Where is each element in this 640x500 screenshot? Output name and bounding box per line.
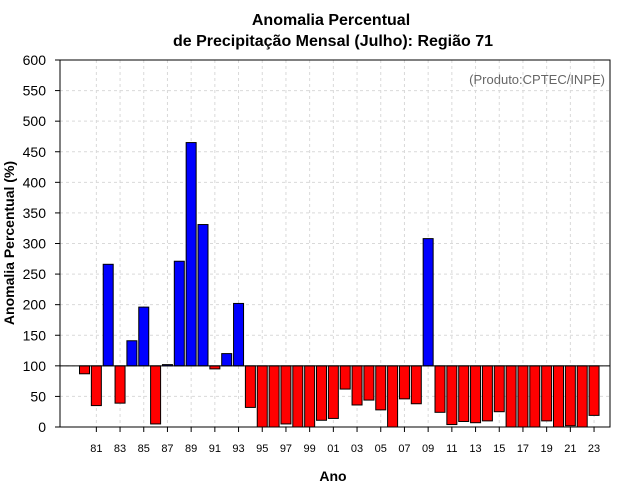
bar-15 — [493, 365, 505, 413]
y-tick-label: 300 — [23, 236, 47, 252]
bar-89 — [185, 142, 197, 367]
bar-01 — [327, 365, 339, 419]
x-tick-label: 01 — [327, 443, 339, 455]
bar-03 — [351, 365, 363, 406]
x-tick-label: 87 — [161, 443, 173, 455]
x-tick-label: 19 — [541, 443, 553, 455]
bar-84 — [126, 340, 138, 367]
x-axis-label: Ano — [319, 468, 346, 484]
bar-92 — [221, 353, 233, 367]
bar-02 — [339, 365, 351, 390]
y-tick-label: 150 — [23, 327, 47, 343]
bar-81 — [90, 365, 102, 407]
bar-04 — [363, 365, 375, 401]
bar-16 — [505, 365, 517, 428]
x-tick-label: 15 — [493, 443, 505, 455]
bar-83 — [114, 365, 126, 404]
x-tick-label: 89 — [185, 443, 197, 455]
bar-series — [79, 142, 600, 428]
x-tick-label: 95 — [256, 443, 268, 455]
x-tick-label: 85 — [138, 443, 150, 455]
x-tick-label: 09 — [422, 443, 434, 455]
y-tick-label: 0 — [38, 419, 46, 435]
bar-94 — [244, 365, 256, 408]
bar-93 — [233, 302, 245, 367]
grid-lines — [60, 60, 610, 427]
bar-80 — [79, 365, 90, 375]
y-tick-label: 450 — [23, 144, 47, 160]
x-tick-label: 05 — [375, 443, 387, 455]
y-tick-label: 100 — [23, 358, 47, 374]
bar-05 — [375, 365, 387, 411]
x-tick-label: 21 — [564, 443, 576, 455]
x-tick-label: 07 — [398, 443, 410, 455]
bar-18 — [529, 365, 541, 428]
y-tick-label: 200 — [23, 297, 47, 313]
bar-07 — [398, 365, 410, 400]
bar-86 — [150, 365, 162, 425]
bar-09 — [422, 238, 434, 367]
bar-99 — [304, 365, 316, 428]
x-axis-ticks: 81 83 85 87 89 91 93 95 97 99 01 03 05 07 09 11 13 15 17 19… — [90, 427, 600, 455]
bar-10 — [434, 365, 446, 413]
plot-frame — [59, 59, 611, 428]
bar-20 — [553, 365, 564, 428]
bar-06 — [387, 365, 399, 428]
bar-82 — [102, 263, 114, 367]
bar-96 — [268, 365, 280, 428]
bar-95 — [256, 365, 268, 428]
x-tick-label: 03 — [351, 443, 363, 455]
bar-90 — [197, 224, 209, 367]
y-tick-label: 600 — [23, 52, 47, 68]
x-tick-label: 97 — [280, 443, 292, 455]
bar-21 — [564, 365, 576, 427]
y-tick-label: 50 — [30, 388, 46, 404]
x-tick-label: 81 — [90, 443, 102, 455]
bar-11 — [446, 365, 458, 426]
bar-08 — [410, 365, 422, 405]
y-tick-label: 350 — [23, 205, 47, 221]
x-tick-label: 17 — [517, 443, 529, 455]
bar-23 — [588, 365, 600, 416]
x-tick-label: 99 — [304, 443, 316, 455]
y-axis-ticks: 0 50 100 150 200 250 300 350 400 450 500 550 600 — [23, 52, 60, 435]
bar-19 — [541, 365, 553, 422]
bar-97 — [280, 365, 292, 425]
x-tick-label: 83 — [114, 443, 126, 455]
bar-17 — [517, 365, 529, 428]
y-tick-label: 550 — [23, 83, 47, 99]
bar-00 — [316, 365, 327, 421]
x-tick-label: 13 — [469, 443, 481, 455]
chart-title-line-1: Anomalia Percentual — [252, 12, 410, 29]
bar-98 — [292, 365, 304, 428]
bar-14 — [481, 365, 493, 422]
bar-12 — [458, 365, 470, 422]
y-tick-label: 400 — [23, 174, 47, 190]
x-tick-label: 93 — [232, 443, 244, 455]
source-annotation: (Produto:CPTEC/INPE) — [469, 72, 605, 87]
y-tick-label: 500 — [23, 113, 47, 129]
x-tick-label: 91 — [209, 443, 221, 455]
bar-13 — [470, 365, 482, 424]
y-axis-label: Anomalia Percentual (%) — [1, 161, 17, 325]
x-tick-label: 11 — [446, 443, 457, 455]
bar-85 — [138, 306, 150, 367]
chart-title-line-2: de Precipitação Mensal (Julho): Região 7… — [173, 33, 493, 50]
bar-22 — [576, 365, 588, 428]
x-tick-label: 23 — [588, 443, 600, 455]
y-tick-label: 250 — [23, 266, 47, 282]
bar-88 — [173, 260, 185, 367]
